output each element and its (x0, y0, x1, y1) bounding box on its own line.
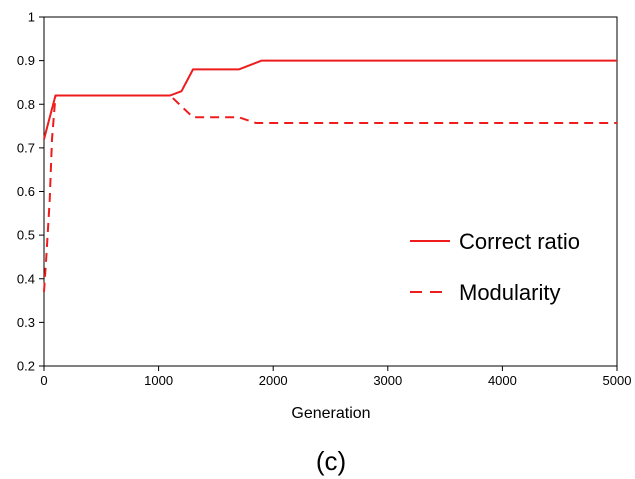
legend: Correct ratio Modularity (410, 229, 580, 305)
series-line-modularity (43, 94, 617, 292)
plot-area (43, 16, 618, 367)
y-tick-label: 0.6 (17, 184, 35, 199)
y-tick-label: 1 (28, 10, 35, 25)
y-axis-ticks: 0.2 0.3 0.4 0.5 0.6 0.7 0.8 0.9 1 (17, 10, 44, 374)
y-tick-label: 0.9 (17, 53, 35, 68)
x-tick-label: 3000 (373, 373, 402, 388)
x-tick-label: 2000 (259, 373, 288, 388)
series-layer (43, 59, 617, 292)
x-tick-label: 4000 (488, 373, 517, 388)
y-tick-label: 0.4 (17, 271, 35, 286)
y-tick-label: 0.7 (17, 140, 35, 155)
y-tick-label: 0.5 (17, 228, 35, 243)
series-line-correct-ratio (43, 59, 617, 140)
x-tick-label: 1000 (144, 373, 173, 388)
x-axis-title: Generation (291, 405, 370, 422)
legend-label: Correct ratio (459, 229, 580, 254)
y-tick-label: 0.2 (17, 359, 35, 374)
y-tick-label: 0.3 (17, 315, 35, 330)
figure-caption: (c) (316, 446, 346, 476)
y-tick-label: 0.8 (17, 97, 35, 112)
x-axis-ticks: 0 1000 2000 3000 4000 5000 (40, 366, 631, 388)
x-tick-label: 5000 (603, 373, 632, 388)
x-tick-label: 0 (40, 373, 47, 388)
legend-label: Modularity (459, 280, 560, 305)
plot-frame (43, 16, 618, 367)
